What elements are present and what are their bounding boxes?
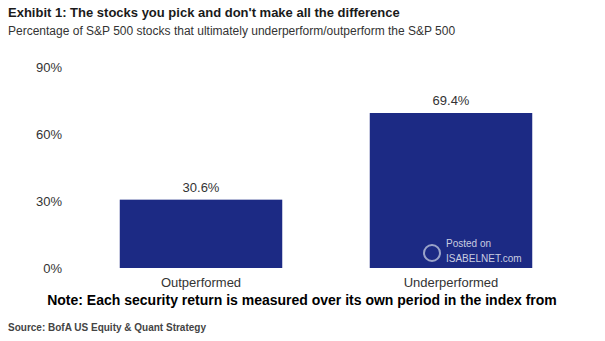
data-label: 30.6% [183, 180, 220, 195]
tick-label: 0% [43, 261, 62, 276]
watermark-icon [424, 245, 440, 261]
tick-label: 90% [36, 60, 62, 75]
tick-label: 60% [36, 127, 62, 142]
watermark: Posted on ISABELNET.com [424, 238, 522, 264]
category-label: Outperformed [161, 275, 241, 290]
tick-label: 30% [36, 194, 62, 209]
bars [120, 113, 533, 268]
watermark-text: Posted on [446, 238, 491, 249]
data-label: 69.4% [433, 93, 470, 108]
category-label: Underperformed [404, 275, 499, 290]
bar [120, 200, 283, 268]
chart: Exhibit 1: The stocks you pick and don't… [0, 0, 605, 341]
y-axis: 0% 30% 60% 90% [36, 60, 73, 276]
source: Source: BofA US Equity & Quant Strategy [8, 322, 206, 333]
bar [370, 113, 533, 268]
watermark-text: ISABELNET.com [446, 253, 522, 264]
subtitle: Percentage of S&P 500 stocks that ultima… [8, 24, 455, 38]
title: Exhibit 1: The stocks you pick and don't… [8, 5, 400, 20]
note: Note: Each security return is measured o… [47, 292, 557, 308]
